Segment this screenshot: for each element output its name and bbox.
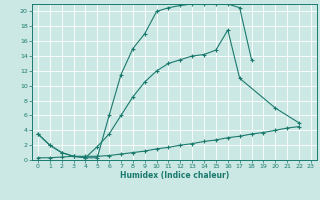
X-axis label: Humidex (Indice chaleur): Humidex (Indice chaleur) [120, 171, 229, 180]
